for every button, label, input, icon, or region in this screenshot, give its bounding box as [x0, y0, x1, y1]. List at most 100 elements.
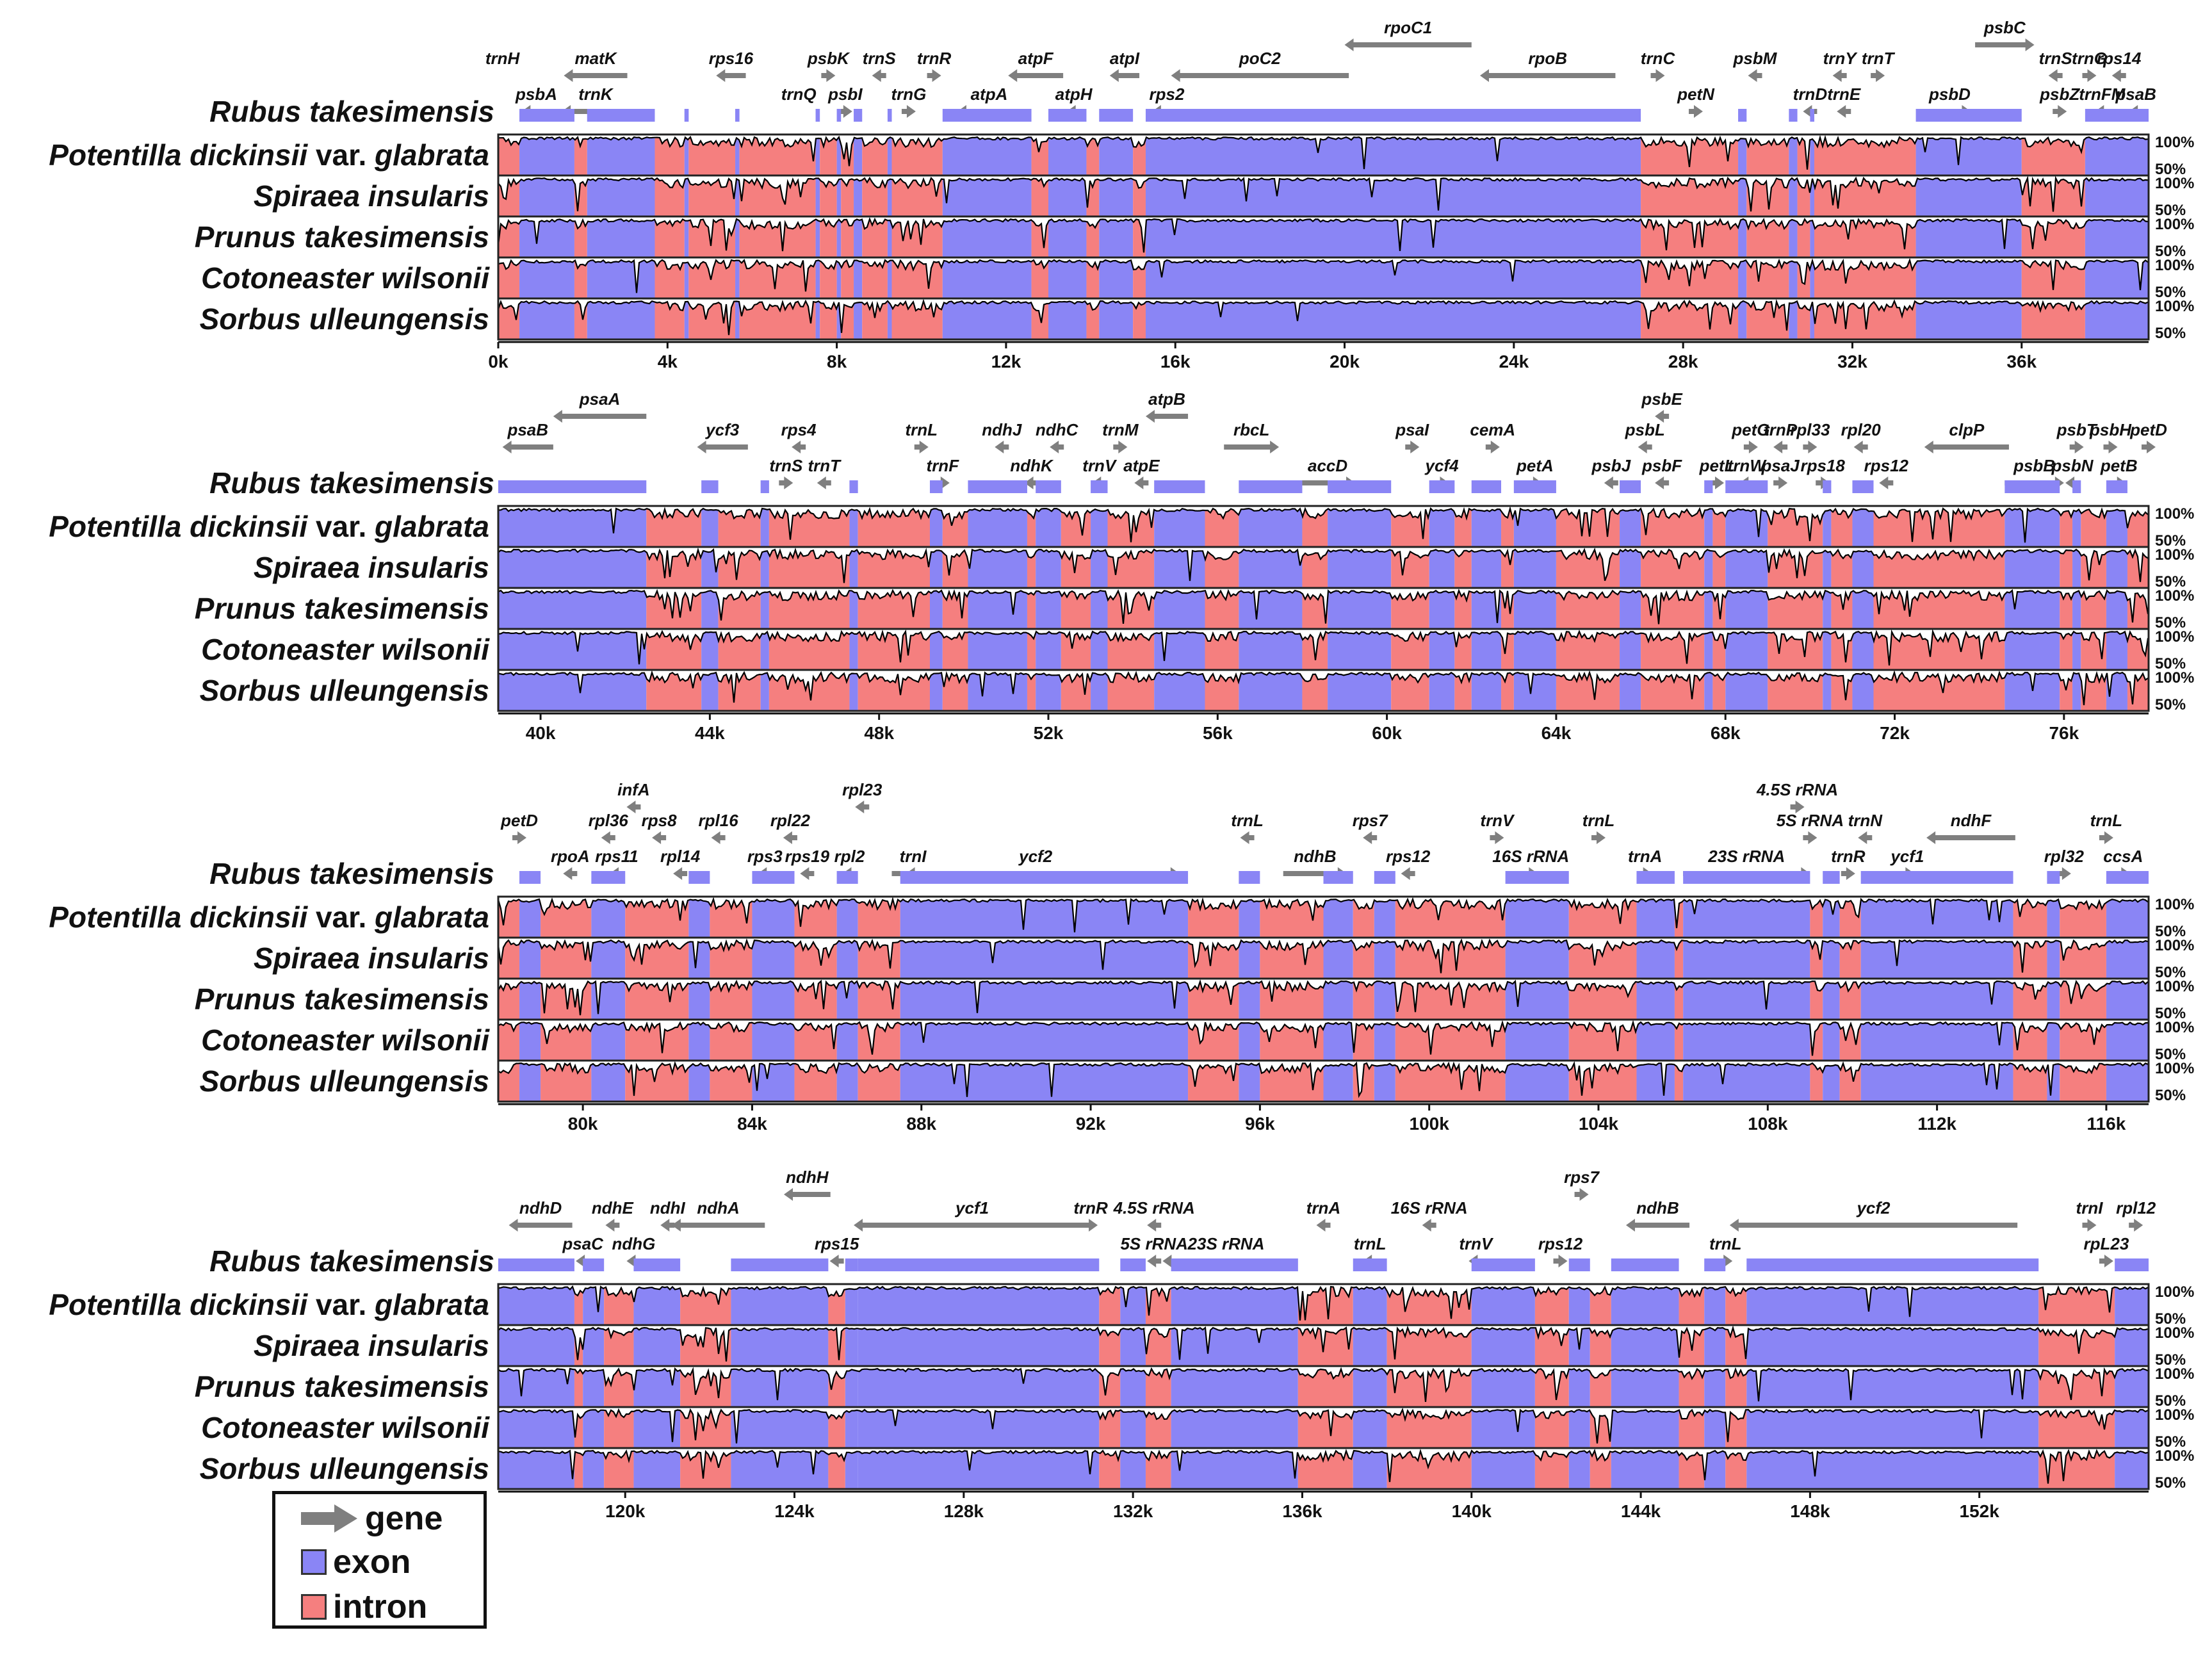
exon-region	[929, 588, 943, 629]
exon-region	[1789, 134, 1798, 175]
gene-label: petD	[2129, 420, 2167, 439]
exon-region	[1725, 588, 1768, 629]
gene-label: psbF	[1641, 456, 1682, 475]
exon-region	[1746, 1448, 2039, 1489]
scale-50: 50%	[2155, 1087, 2186, 1104]
gene-arrow-trne	[1837, 105, 1851, 118]
intron-swatch	[301, 1594, 327, 1620]
gene-label: ndhA	[697, 1198, 739, 1217]
exon-region	[1513, 588, 1556, 629]
reference-exon-block	[591, 871, 626, 884]
exon-region	[591, 897, 626, 938]
exon-region	[1505, 1020, 1569, 1061]
gene-label: psbA	[515, 85, 557, 104]
species-label: Cotoneaster wilsonii	[201, 633, 490, 666]
identity-gap-fill	[498, 216, 2149, 253]
gene-label: rpl22	[770, 811, 811, 830]
exon-region	[968, 629, 1027, 670]
exon-region	[1823, 1020, 1840, 1061]
reference-exon-block	[1620, 480, 1641, 493]
x-tick-label: 88k	[906, 1114, 936, 1134]
gene-label: trnL	[1709, 1234, 1742, 1253]
exon-region	[2115, 1407, 2149, 1448]
gene-label: trnM	[1102, 420, 1139, 439]
exon-region	[684, 175, 689, 216]
exon-region	[735, 257, 740, 298]
exon-region	[688, 938, 710, 979]
exon-region	[1036, 670, 1061, 711]
exon-region	[1683, 897, 1810, 938]
species-label: Prunus takesimensis	[195, 592, 489, 625]
gene-arrow-clpp	[1924, 441, 2009, 453]
gene-arrow-trny	[1832, 69, 1847, 82]
exon-region	[929, 629, 943, 670]
exon-region	[1505, 897, 1569, 938]
gene-arrow-trnc	[1650, 69, 1665, 82]
species-label: Sorbus ulleungensis	[200, 302, 489, 336]
intron-region	[1797, 216, 1810, 257]
scale-50: 50%	[2155, 325, 2186, 342]
species-label: Cotoneaster wilsonii	[201, 1023, 490, 1057]
exon-region	[1239, 1020, 1260, 1061]
species-track: Potentilla dickinsii var. glabrata 100% 50…	[49, 895, 2194, 940]
species-track: Sorbus ulleungensis 100% 50%	[200, 1447, 2194, 1492]
exon-region	[900, 1020, 1189, 1061]
exon-region	[583, 1448, 605, 1489]
exon-region	[1145, 216, 1641, 257]
exon-region	[760, 588, 769, 629]
species-label: Spiraea insularis	[254, 179, 489, 213]
exon-region	[1620, 506, 1641, 547]
gene-arrow-ndha	[671, 1219, 765, 1232]
species-track: Potentilla dickinsii var. glabrata 100% 50…	[49, 505, 2194, 550]
reference-exon-block	[1611, 1258, 1679, 1271]
exon-region	[1171, 1325, 1298, 1366]
gene-arrow-trnl	[1240, 831, 1255, 844]
gene-arrow-psbt	[2069, 441, 2084, 453]
gene-label: psaA	[579, 389, 621, 409]
gene-arrow-rps4	[792, 441, 806, 453]
exon-region	[1120, 1448, 1146, 1489]
exon-region	[2047, 1020, 2060, 1061]
exon-region	[1099, 298, 1134, 339]
gene-label: ndhJ	[982, 420, 1022, 439]
exon-region	[1091, 588, 1108, 629]
gene-arrow-ndhb	[1283, 867, 1347, 880]
gene-label: petD	[500, 811, 538, 830]
intron-region	[841, 257, 854, 298]
gene-label: rps4	[781, 420, 817, 439]
species-label: Spiraea insularis	[254, 941, 489, 975]
exon-region	[1746, 1284, 2039, 1325]
exon-region	[1704, 506, 1713, 547]
gene-arrow-5s-rrna	[1803, 831, 1818, 844]
x-tick-label: 72k	[1880, 723, 1910, 743]
reference-exon-block	[684, 109, 689, 122]
exon-region	[1852, 547, 1874, 588]
x-tick-label: 120k	[605, 1501, 646, 1521]
exon-region	[1738, 216, 1747, 257]
x-tick-label: 36k	[2006, 352, 2037, 371]
x-tick-label: 144k	[1621, 1501, 1661, 1521]
x-tick-label: 32k	[1837, 352, 1867, 371]
gene-label: trnP	[1764, 420, 1798, 439]
reference-exon-block	[1568, 1258, 1590, 1271]
gene-label: rpl2	[834, 847, 865, 866]
scale-50: 50%	[2155, 1005, 2186, 1022]
gene-label: trnFM	[2079, 85, 2126, 104]
gene-label: ycf3	[704, 420, 740, 439]
gene-arrow-trnt	[1871, 69, 1885, 82]
gene-label: trnT	[808, 456, 842, 475]
identity-curve	[497, 938, 2149, 973]
legend-intron-label: intron	[333, 1588, 428, 1625]
gene-label: rpl14	[660, 847, 701, 866]
species-track: Cotoneaster wilsonii 100% 50%	[201, 1406, 2194, 1451]
gene-label: rpl32	[2044, 847, 2085, 866]
exon-region	[968, 670, 1027, 711]
exon-region	[849, 547, 858, 588]
exon-region	[1611, 1325, 1679, 1366]
gene-arrow-rpl33	[1803, 441, 1818, 453]
scale-100: 100%	[2155, 1365, 2194, 1383]
gene-arrow-trnl	[2099, 831, 2113, 844]
gene-arrow-ycf1	[854, 1219, 1091, 1232]
reference-exon-block	[1810, 109, 1814, 122]
exon-region	[1145, 298, 1641, 339]
